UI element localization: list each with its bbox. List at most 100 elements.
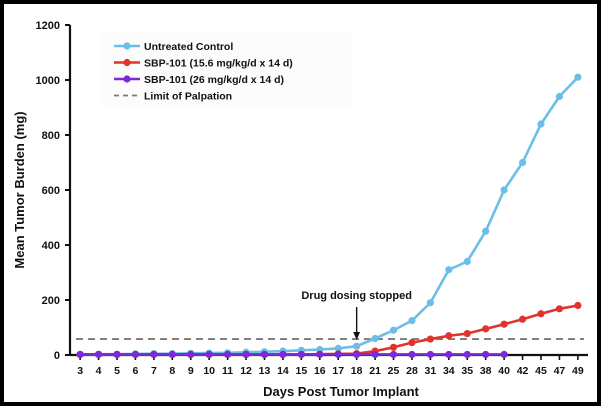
x-axis-tick-label: 34 bbox=[443, 365, 455, 377]
x-axis-tick-label: 40 bbox=[498, 365, 510, 377]
data-point-marker bbox=[445, 350, 453, 359]
x-axis-tick-label: 16 bbox=[314, 365, 326, 377]
data-point-marker bbox=[445, 266, 453, 274]
y-axis-title: Mean Tumor Burden (mg) bbox=[12, 111, 27, 268]
data-point-marker bbox=[224, 350, 232, 359]
y-axis-tick-label: 0 bbox=[54, 350, 60, 362]
data-point-marker bbox=[76, 350, 84, 359]
data-point-marker bbox=[371, 350, 379, 359]
data-point-marker bbox=[242, 350, 250, 359]
data-point-marker bbox=[408, 350, 416, 359]
data-point-marker bbox=[334, 344, 342, 352]
series-line bbox=[78, 304, 580, 356]
legend-item-untreated-control[interactable]: Untreated Control bbox=[114, 41, 233, 53]
data-point-marker bbox=[463, 257, 471, 266]
data-point-marker bbox=[463, 350, 471, 359]
x-axis-tick-label: 25 bbox=[388, 365, 400, 377]
x-axis-tick-label: 18 bbox=[351, 365, 363, 377]
data-point-marker bbox=[426, 335, 434, 343]
data-point-marker bbox=[316, 350, 324, 359]
data-point-marker bbox=[555, 92, 564, 101]
x-axis-tick-label: 21 bbox=[369, 365, 381, 377]
data-point-marker bbox=[426, 350, 434, 359]
data-point-marker bbox=[168, 350, 176, 359]
series-untreated-control bbox=[76, 73, 582, 359]
data-point-marker bbox=[518, 158, 527, 167]
legend-item-label: SBP-101 (26 mg/kg/d x 14 d) bbox=[144, 74, 284, 86]
x-axis-tick-label: 49 bbox=[572, 365, 584, 377]
drug-dosing-stopped-label: Drug dosing stopped bbox=[301, 290, 412, 302]
data-point-marker bbox=[334, 350, 342, 359]
data-point-marker bbox=[500, 350, 508, 359]
data-point-marker bbox=[353, 350, 361, 359]
legend-background bbox=[100, 33, 352, 106]
data-point-marker bbox=[500, 320, 508, 328]
data-point-marker bbox=[150, 350, 158, 359]
legend-item-label: Untreated Control bbox=[144, 41, 233, 53]
data-point-marker bbox=[482, 325, 490, 333]
x-axis-tick-label: 13 bbox=[259, 365, 271, 377]
annotation-arrow-head-icon bbox=[353, 332, 361, 340]
y-axis-tick-label: 800 bbox=[42, 130, 60, 142]
data-series-group bbox=[76, 73, 582, 359]
data-point-marker bbox=[371, 334, 379, 343]
data-point-marker bbox=[537, 310, 545, 318]
annotations-group: Drug dosing stopped bbox=[301, 290, 412, 340]
data-point-marker bbox=[187, 350, 195, 359]
legend-marker-icon bbox=[123, 42, 131, 50]
y-axis-tick-label: 1000 bbox=[36, 75, 60, 87]
data-point-marker bbox=[518, 315, 527, 323]
legend-item-label: Limit of Palpation bbox=[144, 91, 232, 103]
legend-item-sbp-101-15-6-mg-kg-d-x-14-d[interactable]: SBP-101 (15.6 mg/kg/d x 14 d) bbox=[114, 58, 293, 70]
data-point-marker bbox=[537, 120, 545, 128]
data-point-marker bbox=[353, 342, 361, 350]
x-axis-tick-label: 4 bbox=[96, 365, 102, 377]
x-axis-tick-label: 38 bbox=[480, 365, 492, 377]
x-axis-tick-label: 47 bbox=[554, 365, 566, 377]
legend-item-sbp-101-26-mg-kg-d-x-14-d[interactable]: SBP-101 (26 mg/kg/d x 14 d) bbox=[114, 74, 284, 86]
y-axis-tick-label: 200 bbox=[42, 295, 60, 307]
y-axis-tick-label: 600 bbox=[42, 185, 60, 197]
data-point-marker bbox=[389, 343, 398, 351]
x-axis-tick-label: 14 bbox=[277, 365, 289, 377]
x-axis-tick-label: 5 bbox=[114, 365, 120, 377]
chart-legend: Untreated Control SBP-101 (15.6 mg/kg/d x… bbox=[100, 33, 352, 106]
x-axis-tick-label: 3 bbox=[77, 365, 83, 377]
x-axis-tick-label: 17 bbox=[332, 365, 344, 377]
data-point-marker bbox=[463, 329, 471, 338]
x-axis-tick-label: 9 bbox=[188, 365, 194, 377]
data-point-marker bbox=[408, 339, 416, 347]
x-axis-tick-label: 35 bbox=[461, 365, 473, 377]
x-axis-tick-label: 12 bbox=[240, 365, 252, 377]
x-axis-tick-label: 42 bbox=[517, 365, 529, 377]
x-axis-tick-label: 7 bbox=[151, 365, 157, 377]
axis-titles-group: Mean Tumor Burden (mg) Days Post Tumor Im… bbox=[12, 111, 420, 399]
y-axis-tick-label: 400 bbox=[42, 240, 60, 252]
x-axis-tick-label: 11 bbox=[222, 365, 233, 377]
data-point-marker bbox=[445, 332, 453, 340]
x-axis-tick-label: 8 bbox=[169, 365, 175, 377]
y-axis-tick-label: 1200 bbox=[36, 20, 60, 32]
data-point-marker bbox=[500, 186, 508, 194]
x-axis-title: Days Post Tumor Implant bbox=[263, 384, 419, 399]
x-axis-tick-label: 15 bbox=[296, 365, 308, 377]
x-axis-tick-label: 28 bbox=[406, 365, 418, 377]
data-point-marker bbox=[279, 350, 287, 359]
series-sbp-101-26-mg-kg-d-x-14-d bbox=[76, 350, 508, 359]
data-point-marker bbox=[94, 350, 103, 359]
legend-item-limit-of-palpation[interactable]: Limit of Palpation bbox=[114, 91, 232, 103]
data-point-marker bbox=[205, 350, 213, 359]
legend-item-label: SBP-101 (15.6 mg/kg/d x 14 d) bbox=[144, 58, 293, 70]
data-point-marker bbox=[482, 350, 490, 359]
data-point-marker bbox=[297, 350, 305, 359]
data-point-marker bbox=[260, 350, 269, 359]
x-axis-tick-label: 10 bbox=[203, 365, 215, 377]
data-point-marker bbox=[131, 350, 140, 359]
data-point-marker bbox=[389, 326, 398, 334]
data-point-marker bbox=[426, 299, 434, 307]
data-point-marker bbox=[574, 301, 582, 310]
legend-marker-icon bbox=[123, 58, 131, 67]
x-axis-tick-label: 45 bbox=[535, 365, 547, 377]
legend-marker-icon bbox=[123, 75, 131, 83]
